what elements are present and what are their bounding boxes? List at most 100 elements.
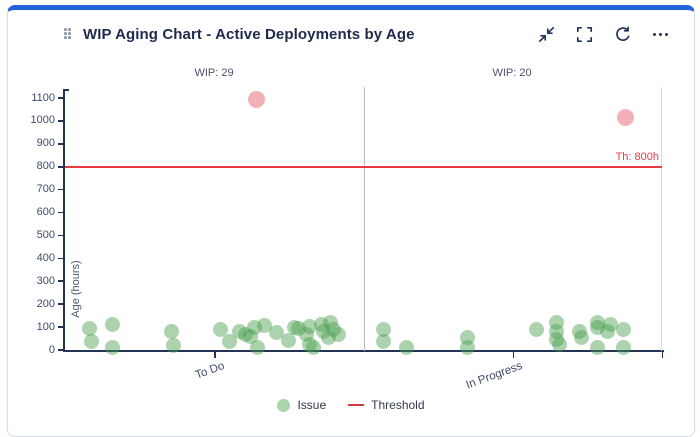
- y-tick-label: 1000: [30, 114, 55, 127]
- issue-point[interactable]: [573, 330, 589, 346]
- x-category-label-inprogress: In Progress: [464, 360, 525, 392]
- x-tick-mark: [512, 351, 515, 358]
- issue-point[interactable]: [331, 327, 347, 343]
- y-tick-label: 100: [36, 320, 55, 333]
- issue-point[interactable]: [84, 334, 100, 350]
- y-tick-mark: [58, 165, 63, 168]
- y-tick-mark: [58, 257, 63, 260]
- y-tick-mark: [58, 120, 63, 122]
- issue-point[interactable]: [163, 324, 179, 340]
- issue-point[interactable]: [590, 340, 606, 356]
- issue-point[interactable]: [104, 317, 120, 333]
- widget-card: WIP Aging Chart - Active Deployments by …: [7, 5, 695, 437]
- issue-point[interactable]: [290, 321, 306, 337]
- widget-header: WIP Aging Chart - Active Deployments by …: [8, 10, 694, 58]
- issue-point[interactable]: [301, 319, 317, 335]
- issue-point[interactable]: [287, 320, 303, 336]
- y-tick-label: 700: [36, 183, 55, 196]
- issue-point[interactable]: [249, 340, 265, 356]
- issue-point[interactable]: [305, 339, 321, 355]
- issue-point[interactable]: [326, 322, 342, 338]
- legend-item-threshold[interactable]: Threshold: [348, 398, 425, 412]
- issue-point[interactable]: [82, 321, 98, 337]
- y-tick-label: 500: [36, 228, 55, 241]
- y-tick-label: 1100: [31, 91, 55, 104]
- issue-point[interactable]: [549, 315, 565, 331]
- legend-threshold-label: Threshold: [371, 398, 425, 412]
- issue-point[interactable]: [242, 329, 258, 345]
- issue-point[interactable]: [376, 334, 392, 350]
- threshold-line: [65, 165, 662, 168]
- chart-legend: Issue Threshold: [8, 398, 694, 412]
- widget-toolbar: [538, 26, 668, 43]
- issue-point[interactable]: [590, 315, 606, 331]
- y-axis-title: Age (hours): [70, 260, 82, 318]
- wip-label-todo: WIP: 29: [194, 67, 234, 79]
- y-tick-mark: [58, 234, 63, 237]
- wip-label-inprogress: WIP: 20: [492, 67, 532, 79]
- y-tick-mark: [58, 211, 63, 214]
- x-axis-end-tick: [661, 351, 664, 358]
- lane-divider: [363, 87, 365, 351]
- issue-point[interactable]: [323, 315, 339, 331]
- fullscreen-icon[interactable]: [576, 26, 593, 43]
- issue-point[interactable]: [376, 322, 392, 338]
- y-tick-label: 300: [36, 274, 55, 287]
- plot-right-border: [661, 87, 663, 351]
- issue-point[interactable]: [281, 333, 297, 349]
- y-tick-label: 600: [36, 206, 55, 219]
- threshold-label: Th: 800h: [615, 150, 659, 163]
- issue-point[interactable]: [549, 324, 565, 340]
- issue-point[interactable]: [600, 324, 616, 340]
- issue-point[interactable]: [590, 319, 606, 335]
- y-tick-mark: [58, 97, 63, 99]
- x-tick-mark: [214, 351, 216, 358]
- issue-point[interactable]: [529, 322, 545, 338]
- outlier-point[interactable]: [616, 108, 634, 126]
- issue-point[interactable]: [165, 338, 181, 354]
- more-options-icon[interactable]: [653, 29, 668, 40]
- issue-point[interactable]: [321, 330, 337, 346]
- y-tick-label: 0: [48, 343, 55, 356]
- issue-point[interactable]: [269, 325, 285, 341]
- y-tick-label: 200: [36, 297, 55, 310]
- threshold-swatch-icon: [348, 403, 365, 407]
- y-tick-mark: [58, 326, 63, 328]
- outlier-point[interactable]: [247, 90, 265, 108]
- y-tick-mark: [58, 143, 63, 145]
- y-tick-mark: [58, 303, 63, 305]
- y-tick-mark: [58, 349, 63, 351]
- refresh-icon[interactable]: [614, 26, 632, 43]
- issue-point[interactable]: [551, 337, 567, 353]
- issue-point[interactable]: [398, 339, 414, 355]
- y-tick-label: 900: [36, 137, 55, 150]
- y-tick-mark: [58, 188, 63, 191]
- issue-point[interactable]: [257, 318, 273, 334]
- issue-point[interactable]: [602, 317, 618, 333]
- issue-point[interactable]: [246, 320, 262, 336]
- issue-point[interactable]: [313, 317, 329, 333]
- issue-point[interactable]: [615, 340, 631, 356]
- issue-point[interactable]: [231, 324, 247, 340]
- issue-point[interactable]: [237, 327, 253, 343]
- issue-point[interactable]: [213, 322, 229, 338]
- issue-point[interactable]: [459, 330, 475, 346]
- issue-point[interactable]: [315, 324, 331, 340]
- y-axis-line: [63, 89, 65, 351]
- x-category-label-todo: To Do: [193, 360, 227, 382]
- issue-point[interactable]: [301, 337, 317, 353]
- collapse-icon[interactable]: [538, 26, 555, 43]
- legend-item-issue[interactable]: Issue: [277, 398, 326, 412]
- y-tick-label: 400: [36, 251, 55, 264]
- issue-point[interactable]: [104, 340, 120, 356]
- issue-point[interactable]: [572, 324, 588, 340]
- issue-point[interactable]: [298, 327, 314, 343]
- issue-point[interactable]: [221, 334, 237, 350]
- drag-handle-icon[interactable]: [64, 28, 72, 40]
- plot-area: Age (hours) WIP: 29 WIP: 20 To Do In Pro…: [31, 67, 664, 391]
- issue-point[interactable]: [615, 322, 631, 338]
- issue-point[interactable]: [549, 332, 565, 348]
- issue-point[interactable]: [459, 339, 475, 355]
- y-axis-cap: [63, 89, 69, 91]
- y-tick-mark: [58, 280, 63, 283]
